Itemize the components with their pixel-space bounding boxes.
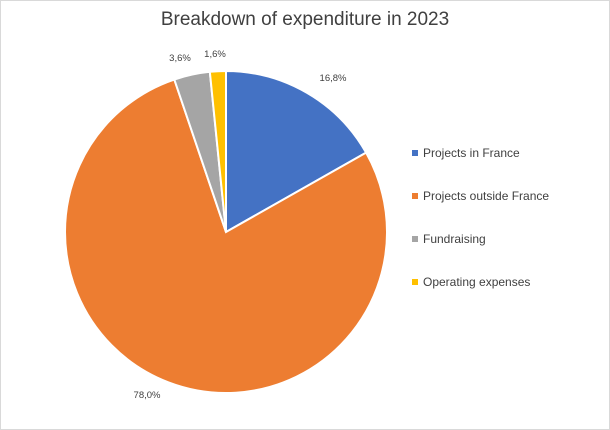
- legend-item-fundraising: Fundraising: [412, 232, 602, 246]
- data-label-fundraising: 3,6%: [169, 53, 191, 64]
- pie-slice-operating-expenses: [208, 69, 227, 233]
- legend-label: Projects in France: [423, 146, 520, 160]
- legend-label: Projects outside France: [423, 189, 550, 203]
- data-label-operating-expenses: 1,6%: [204, 49, 226, 60]
- legend-swatch: [412, 193, 418, 199]
- legend-swatch: [412, 236, 418, 242]
- legend-swatch: [412, 279, 418, 285]
- pie-slice-projects-outside-france: [64, 78, 388, 395]
- legend-item-operating-expenses: Operating expenses: [412, 275, 602, 289]
- legend-label: Fundraising: [423, 232, 486, 246]
- legend-item-projects-in-france: Projects in France: [412, 146, 602, 160]
- legend: Projects in France Projects outside Franc…: [412, 146, 602, 318]
- legend-item-projects-outside-france: Projects outside France: [412, 189, 602, 203]
- data-label-projects-outside-france: 78,0%: [134, 390, 161, 401]
- pie-slice-projects-in-france: [225, 69, 368, 234]
- legend-label: Operating expenses: [423, 275, 531, 289]
- legend-swatch: [412, 150, 418, 156]
- chart-title: Breakdown of expenditure in 2023: [160, 9, 450, 30]
- data-label-projects-in-france: 16,8%: [320, 73, 347, 84]
